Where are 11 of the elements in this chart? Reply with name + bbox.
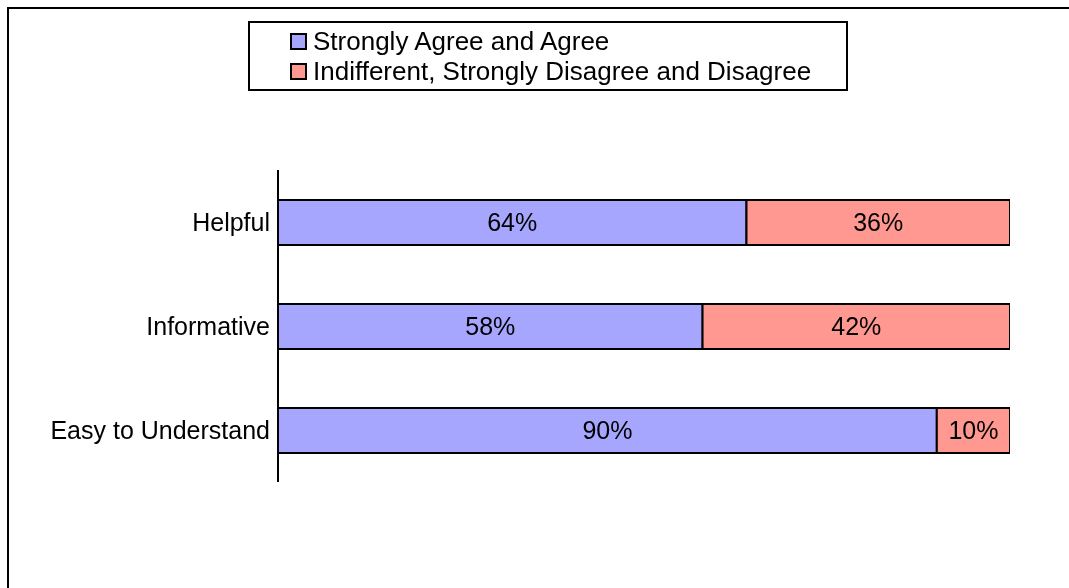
data-label: 42% xyxy=(831,312,882,341)
legend-label: Indifferent, Strongly Disagree and Disagree xyxy=(313,56,812,86)
y-tick-label: Helpful xyxy=(192,207,270,236)
data-label: 90% xyxy=(582,416,633,445)
y-tick-label: Easy to Understand xyxy=(50,415,270,444)
data-label: 64% xyxy=(487,208,538,237)
data-label: 36% xyxy=(853,208,904,237)
data-label: 58% xyxy=(465,312,516,341)
data-label: 10% xyxy=(948,416,999,445)
legend-label: Strongly Agree and Agree xyxy=(313,26,610,56)
y-tick-label: Informative xyxy=(146,311,270,340)
